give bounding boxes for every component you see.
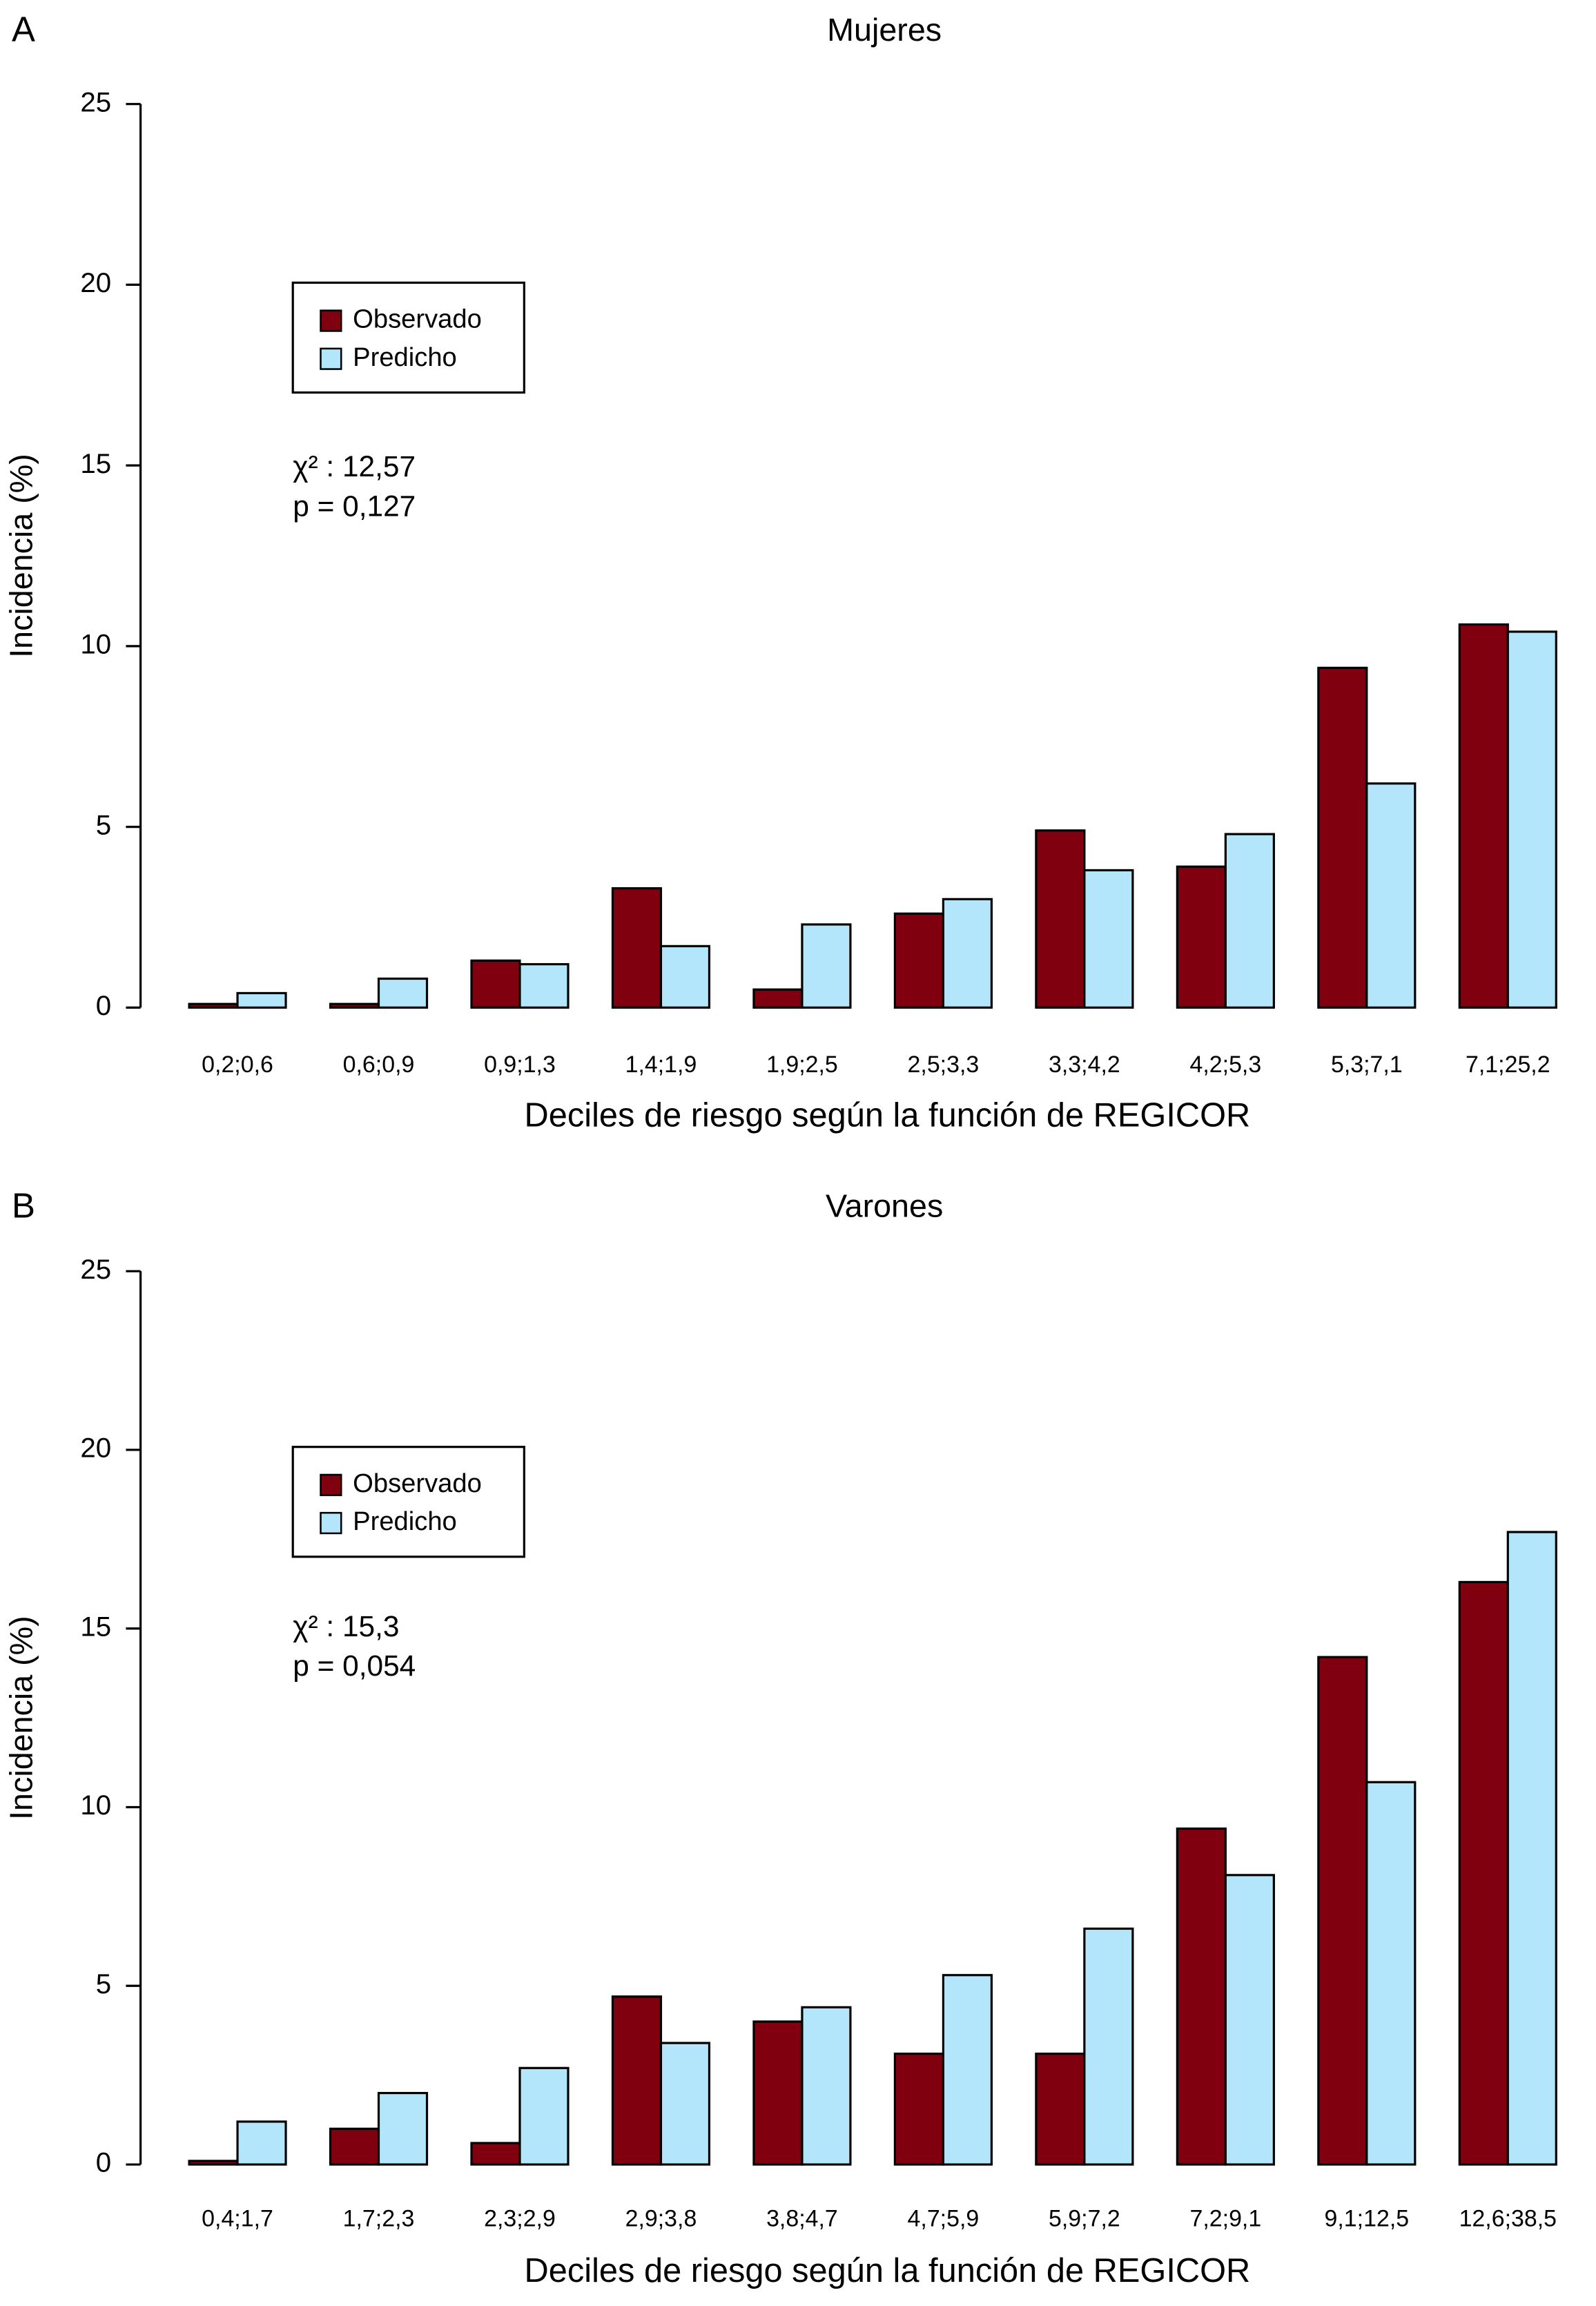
legend-swatch [320,309,342,332]
x-tick-label: 0,6;0,9 [343,1052,415,1078]
bar [801,2006,852,2166]
bar [377,977,429,1009]
bar [752,2020,804,2166]
bar [893,912,945,1009]
annotation: χ² : 15,3 [293,1610,399,1643]
bar [1317,666,1368,1009]
bar [470,959,521,1009]
bar [893,2053,945,2166]
bar [236,991,287,1009]
bar [1035,829,1086,1009]
chart-title: Mujeres [827,12,942,48]
bar [1083,869,1134,1009]
bar [659,944,711,1009]
x-tick-label: 1,7;2,3 [343,2206,415,2232]
bar [611,1995,663,2166]
bar [1506,1531,1557,2166]
bar [1224,1874,1275,2166]
panel-label: A [12,10,35,49]
bar [1176,1827,1227,2166]
bar [942,1974,993,2166]
x-tick-label: 0,4;1,7 [202,2206,273,2232]
x-tick-label: 4,7;5,9 [908,2206,980,2232]
bar [752,988,804,1009]
y-tick-label: 10 [80,629,111,660]
legend-label: Predicho [353,1506,457,1536]
bar [1365,1781,1417,2166]
bar [1224,833,1275,1009]
x-tick-label: 3,8;4,7 [766,2206,838,2232]
x-tick-label: 2,3;2,9 [484,2206,556,2232]
y-tick-label: 25 [80,1254,111,1285]
legend-label: Predicho [353,342,457,372]
bar [377,2091,429,2166]
y-tick-label: 20 [80,267,111,298]
annotation: p = 0,127 [293,490,416,522]
x-tick-label: 7,2;9,1 [1189,2206,1261,2232]
x-tick-label: 5,9;7,2 [1049,2206,1120,2232]
bar [1317,1656,1368,2166]
x-tick-label: 1,9;2,5 [766,1052,838,1078]
bar [329,2127,380,2166]
bar [1458,1580,1509,2166]
x-tick-label: 0,2;0,6 [202,1052,273,1078]
x-tick-label: 3,3;4,2 [1049,1052,1120,1078]
bar [518,962,570,1009]
y-tick-label: 15 [80,1611,111,1642]
y-tick-label: 25 [80,86,111,117]
x-tick-label: 0,9;1,3 [484,1052,556,1078]
x-axis-label: Deciles de riesgo según la función de RE… [525,2252,1251,2289]
bar [1365,782,1417,1009]
bar [1458,623,1509,1009]
legend-swatch [320,347,342,370]
y-axis-label: Incidencia (%) [3,1616,39,1820]
panel-label: B [12,1185,35,1225]
bar [1035,2053,1086,2166]
bar [611,887,663,1009]
bar [1506,630,1557,1009]
y-tick-label: 0 [96,2147,111,2178]
x-tick-label: 5,3;7,1 [1331,1052,1403,1078]
x-tick-label: 2,5;3,3 [908,1052,980,1078]
bar [236,2120,287,2166]
bar [1176,865,1227,1009]
x-tick-label: 1,4;1,9 [625,1052,697,1078]
legend-box [291,1446,525,1558]
y-tick-label: 0 [96,990,111,1021]
legend-box [291,281,525,394]
legend-label: Observado [353,1469,482,1498]
x-tick-label: 12,6;38,5 [1459,2206,1557,2232]
x-tick-label: 2,9;3,8 [625,2206,697,2232]
bar [329,1002,380,1009]
legend-swatch [320,1473,342,1496]
bar [188,1002,239,1009]
y-tick-label: 15 [80,448,111,479]
y-axis-label: Incidencia (%) [3,454,39,658]
bar [518,2066,570,2166]
y-tick-label: 5 [96,809,111,840]
bar [188,2160,239,2166]
annotation: χ² : 12,57 [293,450,416,483]
x-tick-label: 7,1;25,2 [1466,1052,1550,1078]
bar [659,2042,711,2166]
bar [1083,1927,1134,2166]
legend-swatch [320,1511,342,1535]
x-tick-label: 4,2;5,3 [1189,1052,1261,1078]
bar [470,2142,521,2166]
y-tick-label: 10 [80,1790,111,1821]
x-axis-label: Deciles de riesgo según la función de RE… [525,1096,1251,1134]
chart-title: Varones [826,1188,943,1223]
annotation: p = 0,054 [293,1649,416,1682]
legend-label: Observado [353,304,482,334]
y-tick-label: 20 [80,1433,111,1464]
x-tick-label: 9,1;12,5 [1325,2206,1410,2232]
bar [942,898,993,1009]
bar [801,923,852,1009]
y-tick-label: 5 [96,1968,111,1999]
